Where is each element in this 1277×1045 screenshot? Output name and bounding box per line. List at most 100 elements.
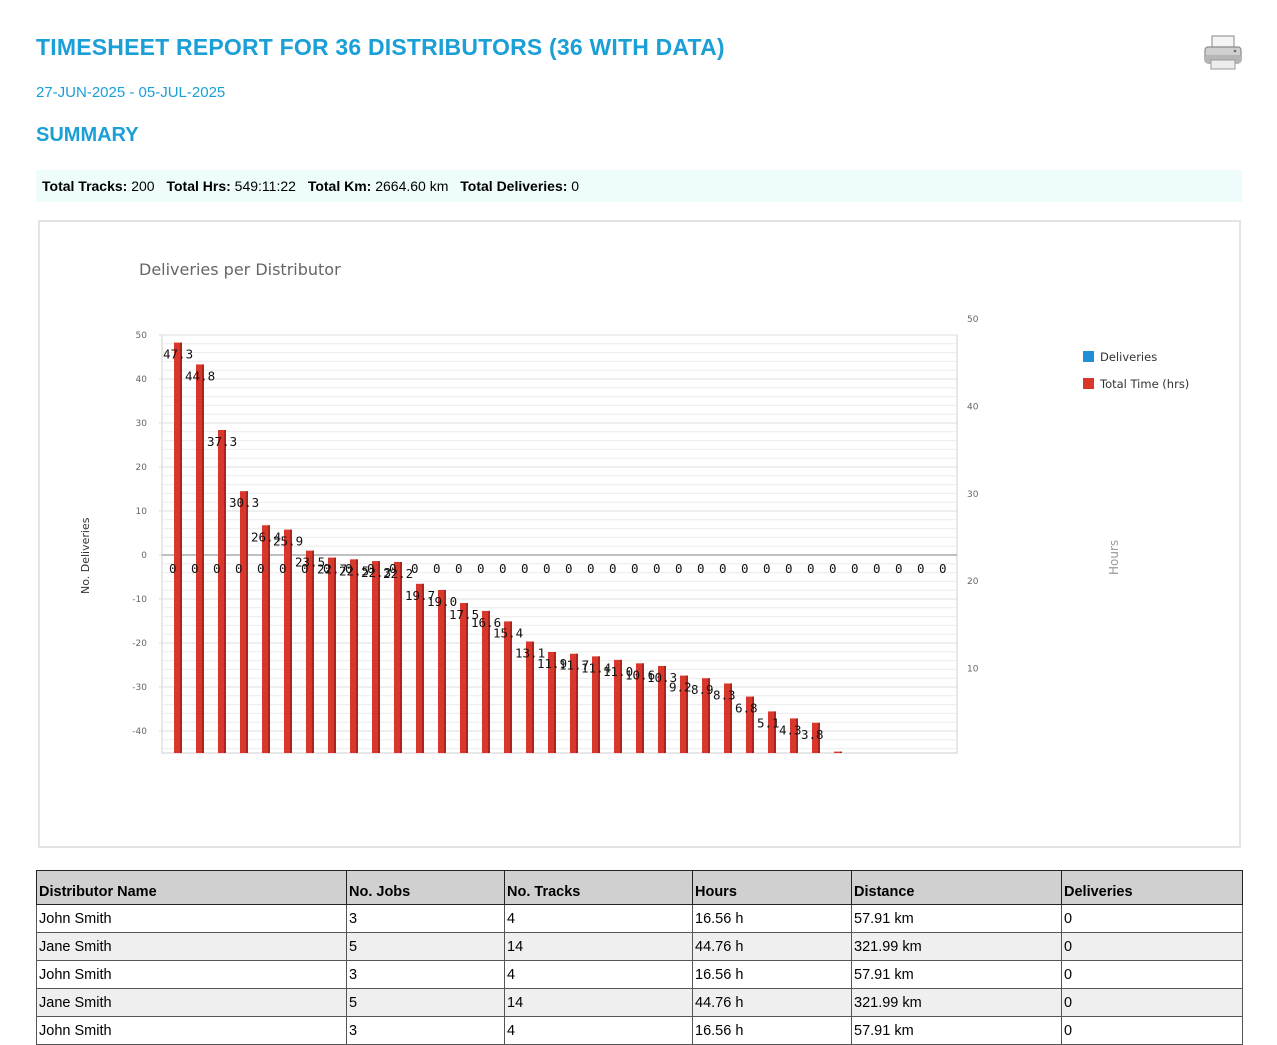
cell-tracks: 14: [504, 932, 693, 961]
bar-value-label: 8.9: [691, 682, 714, 697]
bar-shade: [686, 675, 688, 753]
table-row[interactable]: Jane Smith 5 14 44.76 h 321.99 km 0: [36, 988, 1243, 1017]
delivery-value-label: 0: [213, 561, 221, 576]
bar-shade: [774, 711, 776, 753]
col-no-tracks[interactable]: No. Tracks: [504, 870, 693, 905]
cell-tracks: 4: [504, 960, 693, 989]
bar-total-time: [438, 589, 446, 753]
delivery-value-label: 0: [411, 561, 419, 576]
plot-area: [161, 334, 958, 754]
delivery-value-label: 0: [389, 561, 397, 576]
distributor-table: Distributor Name No. Jobs No. Tracks Hou…: [36, 870, 1243, 1045]
legend-swatch-total-time: [1083, 378, 1094, 389]
delivery-value-label: 0: [653, 561, 661, 576]
delivery-value-label: 0: [169, 561, 177, 576]
delivery-value-label: 0: [785, 561, 793, 576]
bar-shade: [642, 663, 644, 753]
cell-jobs: 3: [346, 960, 505, 989]
bar-total-time: [394, 561, 402, 753]
cell-name: John Smith: [36, 960, 347, 989]
bar-shade: [840, 751, 842, 753]
bar-total-time: [460, 603, 468, 753]
bar-shade: [796, 718, 798, 753]
cell-jobs: 5: [346, 932, 505, 961]
bar-value-label: 13.1: [515, 646, 545, 661]
delivery-value-label: 0: [433, 561, 441, 576]
bar-shade: [532, 641, 534, 753]
bar-value-label: 11.0: [603, 664, 633, 679]
bar-total-time: [174, 342, 182, 753]
bar-shade: [818, 722, 820, 753]
bar-value-label: 3.8: [801, 727, 824, 742]
y-tick-label: -20: [132, 639, 147, 649]
bar-total-time: [372, 561, 380, 753]
cell-name: John Smith: [36, 904, 347, 933]
bar-shade: [554, 651, 556, 753]
cell-hours: 44.76 h: [692, 988, 852, 1017]
legend-label-deliveries: Deliveries: [1100, 350, 1157, 364]
legend-swatch-deliveries: [1083, 351, 1094, 362]
bar-value-label: 23.5: [295, 555, 325, 570]
col-no-jobs[interactable]: No. Jobs: [346, 870, 505, 905]
delivery-value-label: 0: [719, 561, 727, 576]
y-tick-label: 0: [141, 551, 147, 561]
bar-total-time: [768, 711, 776, 753]
bar-value-label: 37.3: [207, 434, 237, 449]
bar-shade: [752, 696, 754, 753]
y2-tick-label: 20: [967, 577, 979, 587]
table-row[interactable]: John Smith 3 4 16.56 h 57.91 km 0: [36, 1016, 1243, 1045]
total-km: Total Km: 2664.60 km: [307, 178, 449, 194]
bar-shade: [290, 529, 292, 753]
col-distributor-name[interactable]: Distributor Name: [36, 870, 347, 905]
bar-total-time: [680, 675, 688, 753]
chart-container: Deliveries per Distributor 50 40 30 20 10 0 -10…: [38, 220, 1241, 848]
bar-shade: [400, 561, 402, 753]
delivery-value-label: 0: [631, 561, 639, 576]
cell-deliveries: 0: [1061, 904, 1243, 933]
y-tick-label: 30: [136, 419, 148, 429]
cell-distance: 321.99 km: [851, 932, 1062, 961]
bar-total-time: [262, 525, 270, 753]
cell-deliveries: 0: [1061, 960, 1243, 989]
legend-label-total-time: Total Time (hrs): [1099, 377, 1189, 391]
col-deliveries[interactable]: Deliveries: [1061, 870, 1243, 905]
bar-total-time: [284, 529, 292, 753]
deliveries-chart: Deliveries per Distributor 50 40 30 20 10 0 -10…: [79, 260, 1189, 754]
bar-total-time: [548, 651, 556, 753]
bar-value-label: 22.2: [383, 566, 413, 581]
cell-hours: 44.76 h: [692, 932, 852, 961]
delivery-value-label: 0: [895, 561, 903, 576]
table-row[interactable]: John Smith 3 4 16.56 h 57.91 km 0: [36, 904, 1243, 933]
delivery-value-label: 0: [807, 561, 815, 576]
y2-tick-label: 10: [967, 665, 979, 675]
printer-icon[interactable]: [1203, 33, 1243, 73]
bar-value-label: 10.6: [625, 667, 655, 682]
table-row[interactable]: Jane Smith 5 14 44.76 h 321.99 km 0: [36, 932, 1243, 961]
bar-shade: [224, 429, 226, 753]
delivery-value-label: 0: [697, 561, 705, 576]
col-hours[interactable]: Hours: [692, 870, 852, 905]
y2-axis-title: Hours: [1107, 540, 1121, 575]
delivery-value-label: 0: [455, 561, 463, 576]
bar-shade: [730, 683, 732, 753]
cell-deliveries: 0: [1061, 932, 1243, 961]
col-distance[interactable]: Distance: [851, 870, 1062, 905]
cell-distance: 57.91 km: [851, 960, 1062, 989]
bar-total-time: [350, 559, 358, 753]
table-row[interactable]: John Smith 3 4 16.56 h 57.91 km 0: [36, 960, 1243, 989]
bar-shade: [356, 559, 358, 753]
bar-shade: [334, 557, 336, 753]
delivery-value-label: 0: [477, 561, 485, 576]
bar-shade: [466, 603, 468, 753]
bar-shade: [510, 621, 512, 753]
bar-total-time: [240, 491, 248, 753]
delivery-value-label: 0: [675, 561, 683, 576]
delivery-value-label: 0: [235, 561, 243, 576]
cell-distance: 321.99 km: [851, 988, 1062, 1017]
cell-hours: 16.56 h: [692, 960, 852, 989]
delivery-value-label: 0: [279, 561, 287, 576]
cell-hours: 16.56 h: [692, 1016, 852, 1045]
bar-shade: [180, 342, 182, 753]
y2-tick-label: 40: [967, 402, 979, 412]
chart-title: Deliveries per Distributor: [139, 260, 341, 279]
